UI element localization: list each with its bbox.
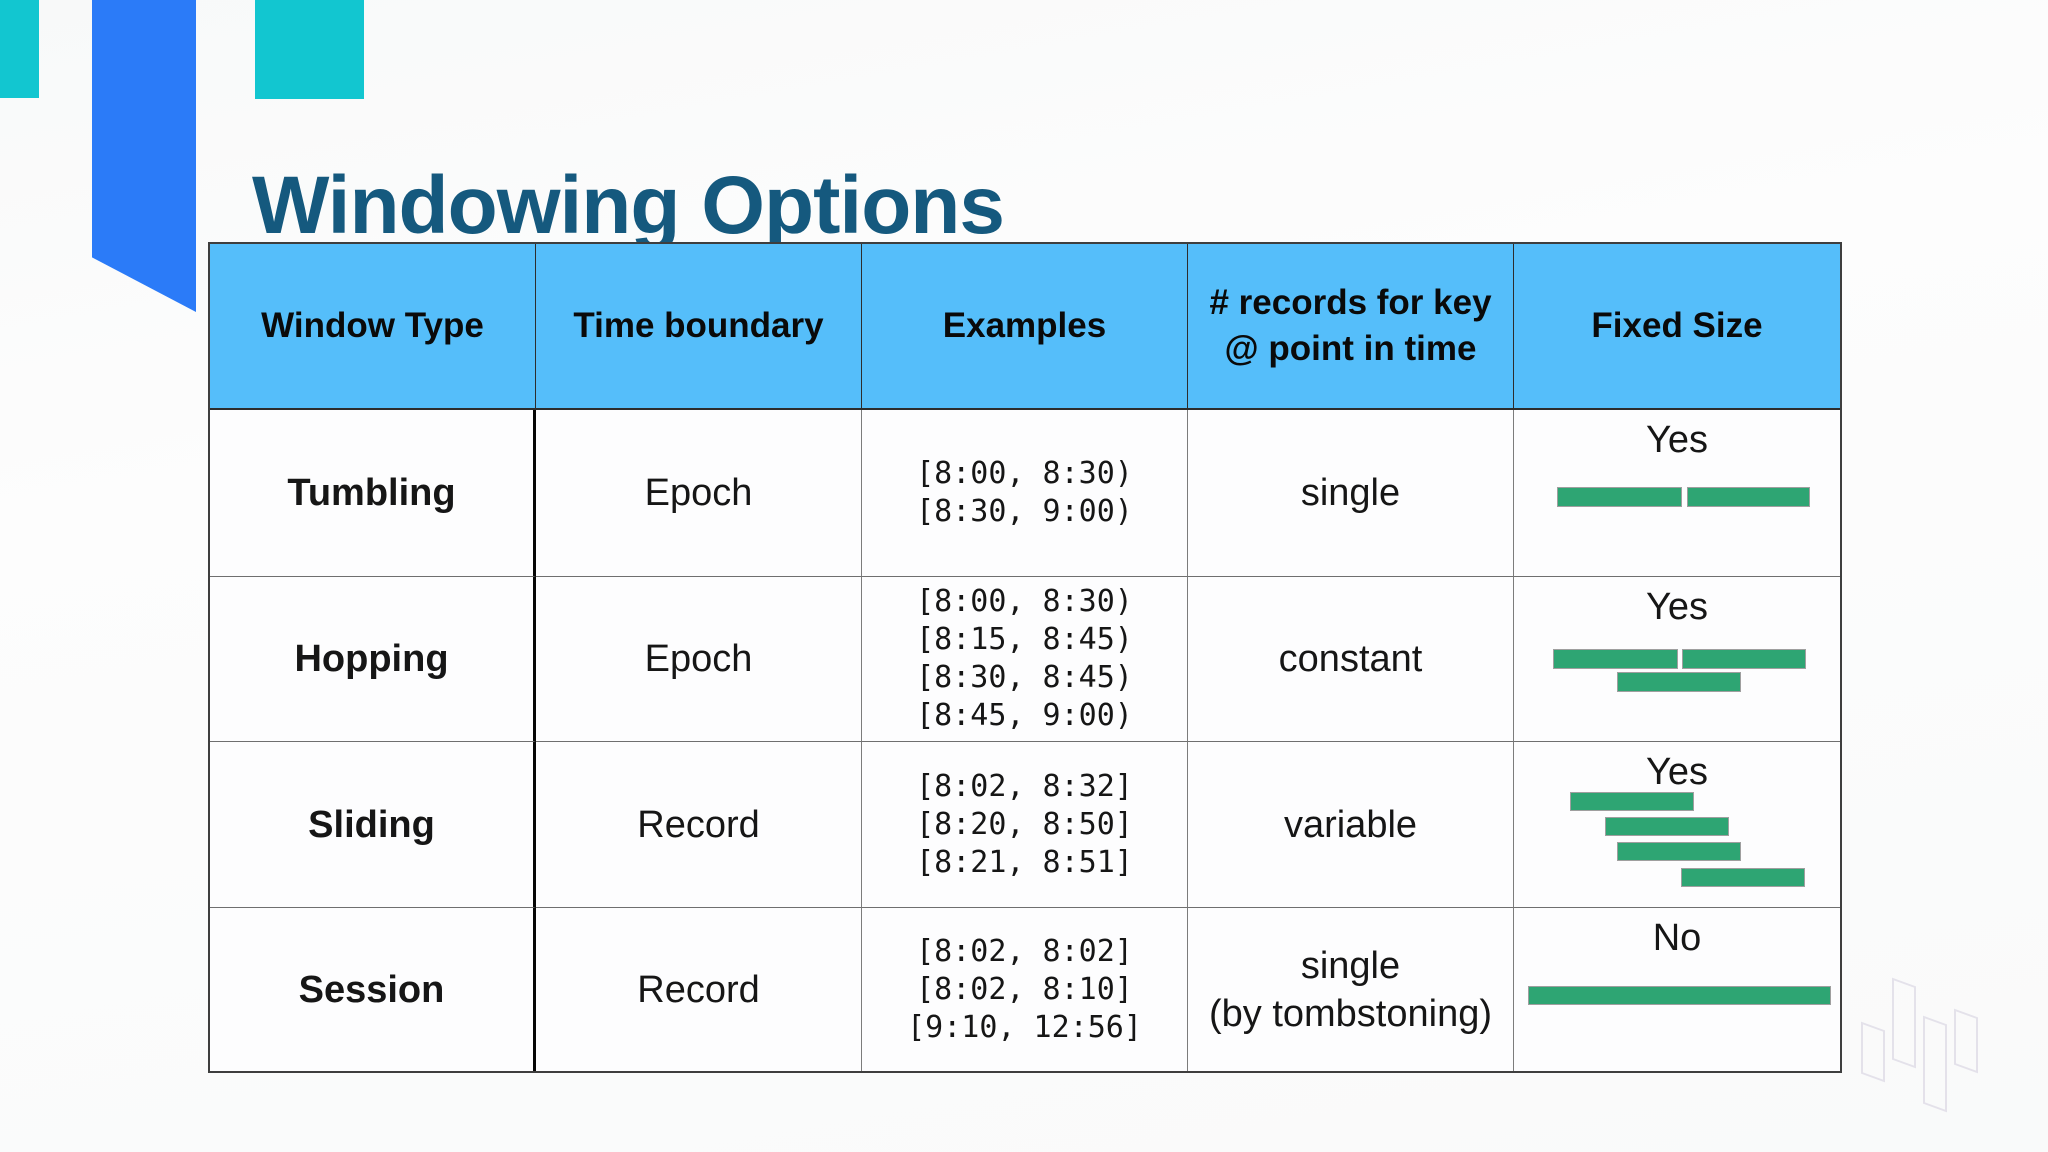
time-boundary-cell: Epoch	[536, 577, 862, 742]
column-header: # records for key @ point in time	[1188, 244, 1514, 410]
decor-cyan-bar-right	[255, 0, 364, 99]
window-bar	[1553, 649, 1678, 669]
window-bar	[1682, 649, 1806, 669]
sound-wave-bar-icon	[1923, 1015, 1947, 1113]
windowing-options-table: Window Type Time boundary Examples # record…	[208, 242, 1842, 1073]
window-bar	[1617, 672, 1741, 692]
time-boundary-cell: Record	[536, 742, 862, 908]
decor-blue-ribbon	[92, 0, 196, 312]
fixed-size-label: Yes	[1646, 586, 1708, 628]
examples-cell: [8:02, 8:32] [8:20, 8:50] [8:21, 8:51]	[862, 742, 1188, 908]
sound-wave-bar-icon	[1954, 1008, 1978, 1074]
fixed-size-cell: No	[1514, 908, 1840, 1071]
examples-cell: [8:02, 8:02] [8:02, 8:10] [9:10, 12:56]	[862, 908, 1188, 1071]
records-for-key-cell: constant	[1188, 577, 1514, 742]
fixed-size-label: Yes	[1646, 419, 1708, 461]
records-for-key-cell: single	[1188, 410, 1514, 577]
window-bar	[1617, 842, 1741, 861]
fixed-size-label: Yes	[1646, 751, 1708, 793]
sound-wave-bar-icon	[1861, 1021, 1885, 1083]
window-bar	[1570, 792, 1694, 811]
sound-wave-bar-icon	[1892, 977, 1916, 1069]
fixed-size-cell: Yes	[1514, 577, 1840, 742]
window-bar	[1605, 817, 1729, 836]
examples-cell: [8:00, 8:30) [8:30, 9:00)	[862, 410, 1188, 577]
window-type-cell: Session	[210, 908, 536, 1071]
window-type-cell: Sliding	[210, 742, 536, 908]
decor-cyan-bar-left	[0, 0, 39, 98]
time-boundary-cell: Record	[536, 908, 862, 1071]
records-for-key-cell: single (by tombstoning)	[1188, 908, 1514, 1071]
fixed-size-cell: Yes	[1514, 742, 1840, 908]
window-bar	[1681, 868, 1805, 887]
window-bar	[1687, 487, 1810, 507]
window-bar	[1528, 986, 1831, 1005]
column-header: Examples	[862, 244, 1188, 410]
fixed-size-label: No	[1652, 917, 1702, 959]
window-type-cell: Tumbling	[210, 410, 536, 577]
window-type-cell: Hopping	[210, 577, 536, 742]
time-boundary-cell: Epoch	[536, 410, 862, 577]
column-header: Time boundary	[536, 244, 862, 410]
page-title: Windowing Options	[252, 159, 1005, 251]
fixed-size-cell: Yes	[1514, 410, 1840, 577]
records-for-key-cell: variable	[1188, 742, 1514, 908]
column-header: Fixed Size	[1514, 244, 1840, 410]
examples-cell: [8:00, 8:30) [8:15, 8:45) [8:30, 8:45) […	[862, 577, 1188, 742]
column-header: Window Type	[210, 244, 536, 410]
window-bar	[1557, 487, 1682, 507]
